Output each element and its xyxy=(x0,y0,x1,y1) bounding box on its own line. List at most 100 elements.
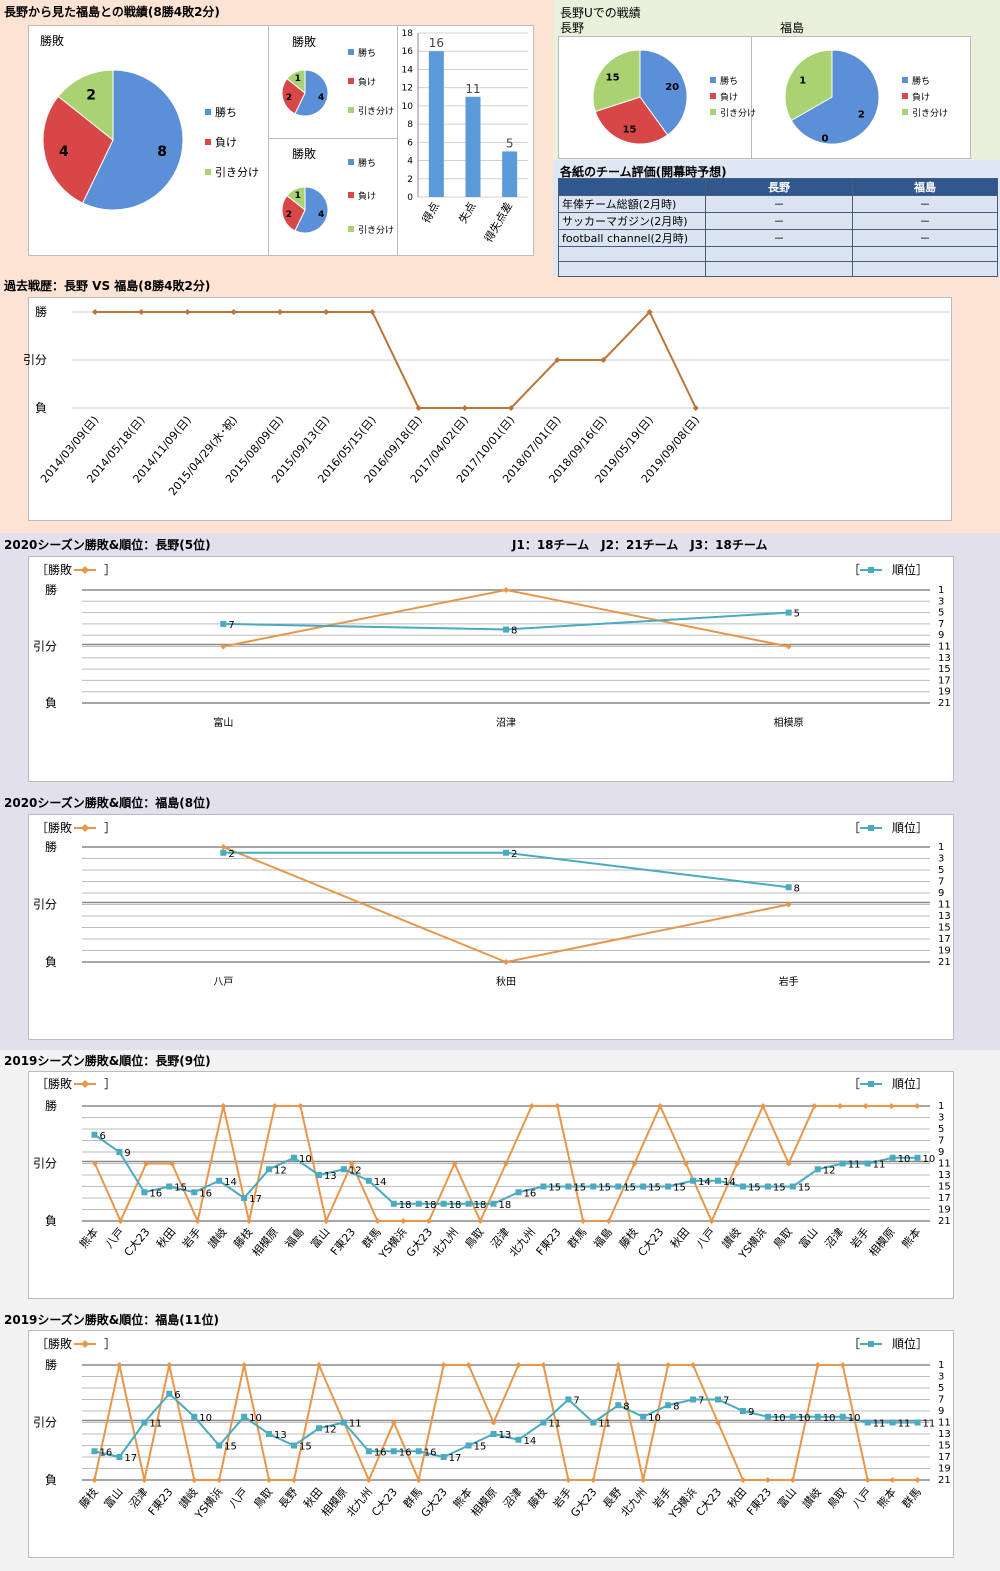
n2019-rank-label: 15 xyxy=(773,1183,786,1194)
n2019-result-point xyxy=(785,1160,792,1167)
f2019-category-label: 群馬 xyxy=(899,1485,924,1511)
f2019-result-point xyxy=(540,1362,547,1368)
f2019-rank-tick: 9 xyxy=(938,1406,944,1417)
n2019-legend-result: ［勝敗 xyxy=(36,1076,72,1091)
f2019-rank-point xyxy=(889,1419,896,1426)
n2019-result-point xyxy=(246,1218,253,1224)
goals-tick-label: 16 xyxy=(402,47,414,57)
pie-away-legend-swatch xyxy=(348,192,354,198)
f2019-rank-point xyxy=(365,1448,372,1455)
n2019-category-label: 八戸 xyxy=(694,1226,718,1251)
pie-u-nagano-value-label: 15 xyxy=(623,125,637,136)
f2020-result-axis-label: 引分 xyxy=(33,898,57,912)
n2020-rank-tick: 17 xyxy=(938,675,951,686)
n2019-result-point xyxy=(605,1218,612,1224)
f2019-rank-point xyxy=(440,1454,447,1460)
n2019-legend-rank: 順位］ xyxy=(892,1076,928,1091)
goals-tick-label: 12 xyxy=(402,84,413,94)
n2019-category-label: 群馬 xyxy=(359,1225,384,1251)
f2019-rank-label: 10 xyxy=(848,1413,861,1424)
f2019-rank-point xyxy=(465,1442,472,1449)
n2019-result-point xyxy=(759,1103,766,1109)
n2019-rank-point xyxy=(315,1172,322,1178)
past-result-point xyxy=(600,357,607,363)
f2020-category-label: 八戸 xyxy=(213,976,233,988)
f2019-result-point xyxy=(241,1362,248,1368)
f2020-rank-point xyxy=(220,849,227,856)
n2019-rank-point xyxy=(191,1189,198,1196)
f2019-rank-label: 10 xyxy=(798,1413,811,1424)
pie-u-nagano-legend-swatch xyxy=(710,109,716,115)
f2019-rank-label: 7 xyxy=(573,1396,579,1407)
stadium-title: 長野Uでの戦績 xyxy=(560,6,641,20)
n2019-category-label: 藤枝 xyxy=(230,1225,255,1251)
n2019-rank-label: 18 xyxy=(449,1200,462,1211)
f2019-category-label: G大23 xyxy=(567,1485,599,1520)
goals-tick-label: 0 xyxy=(407,193,413,203)
f2019-result-axis-label: 負 xyxy=(45,1473,57,1487)
past-result-point xyxy=(461,405,468,411)
n2019-result-point xyxy=(631,1160,638,1167)
f2019-rank-line xyxy=(94,1392,918,1459)
pie-away-title: 勝敗 xyxy=(292,146,316,161)
f2019-rank-label: 7 xyxy=(723,1396,729,1407)
f2019-category-label: 北九州 xyxy=(618,1486,649,1520)
f2019-rank-point xyxy=(764,1413,771,1420)
past-result-point xyxy=(184,309,191,315)
f2019-legend-result: ［勝敗 xyxy=(36,1336,72,1351)
n2019-rank-point xyxy=(241,1195,248,1201)
f2019-result-point xyxy=(440,1362,447,1368)
f2019-rank-label: 11 xyxy=(349,1419,362,1430)
n2020-result-point xyxy=(503,587,509,593)
f2020-rank-tick: 15 xyxy=(938,923,951,934)
past-result-axis-label: 引分 xyxy=(23,353,47,367)
n2019-rank-label: 16 xyxy=(199,1188,212,1199)
n2019-category-label: C大23 xyxy=(635,1225,667,1259)
f2019-result-axis-label: 引分 xyxy=(33,1416,57,1430)
n2020-rank-tick: 19 xyxy=(938,687,951,698)
n2019-category-label: YS横浜 xyxy=(375,1225,409,1262)
n2019-category-label: 岩手 xyxy=(179,1225,204,1251)
f2019-result-point xyxy=(839,1362,846,1368)
f2019-rank-label: 9 xyxy=(748,1407,754,1418)
n2019-result-point xyxy=(297,1103,304,1109)
n2019-category-label: YS横浜 xyxy=(735,1225,769,1262)
n2019-rank-label: 18 xyxy=(474,1200,487,1211)
n2019-result-axis-label: 勝 xyxy=(45,1098,57,1113)
n2019-rank-label: 14 xyxy=(698,1177,711,1188)
pie-u-nagano-legend-swatch xyxy=(710,77,716,83)
f2019-category-label: 長野 xyxy=(276,1486,300,1511)
goals-bar-label: 16 xyxy=(429,36,444,50)
f2019-result-point xyxy=(141,1477,148,1483)
f2019-rank-point xyxy=(615,1402,622,1409)
n2020-rank-point xyxy=(220,620,227,627)
n2019-rank-point xyxy=(390,1200,397,1207)
f2019-rank-label: 7 xyxy=(698,1396,704,1407)
n2019-rank-point xyxy=(91,1131,98,1138)
goals-tick-label: 4 xyxy=(407,157,413,167)
f2019-rank-label: 10 xyxy=(199,1413,212,1424)
n2020-rank-label: 5 xyxy=(794,609,800,620)
f2019-rank-point xyxy=(216,1442,223,1449)
f2019-category-label: 相模原 xyxy=(469,1486,500,1520)
n2020-rank-tick: 21 xyxy=(938,698,951,709)
pie-home-slice xyxy=(294,69,329,117)
f2020-rank-tick: 19 xyxy=(938,946,951,957)
past-result-point xyxy=(323,309,330,315)
f2019-rank-label: 16 xyxy=(424,1447,437,1458)
n2019-result-point xyxy=(837,1103,844,1109)
f2019-rank-point xyxy=(864,1419,871,1426)
eval-table-header: 長野 福島 xyxy=(558,178,998,196)
f2019-result-point xyxy=(166,1362,173,1368)
n2019-rank-point xyxy=(415,1200,422,1207)
n2019-result-point xyxy=(451,1160,458,1167)
f2019-rank-label: 17 xyxy=(124,1453,137,1464)
f2019-result-point xyxy=(864,1477,871,1483)
n2019-result-point xyxy=(554,1103,561,1109)
n2019-category-label: 沼津 xyxy=(821,1225,846,1251)
f2019-rank-tick: 5 xyxy=(938,1383,944,1394)
n2019-category-label: 相模原 xyxy=(250,1226,281,1260)
n2019-result-axis-label: 引分 xyxy=(33,1157,57,1171)
f2020-rank-point xyxy=(785,884,792,891)
n2020-rank-tick: 7 xyxy=(938,619,944,630)
